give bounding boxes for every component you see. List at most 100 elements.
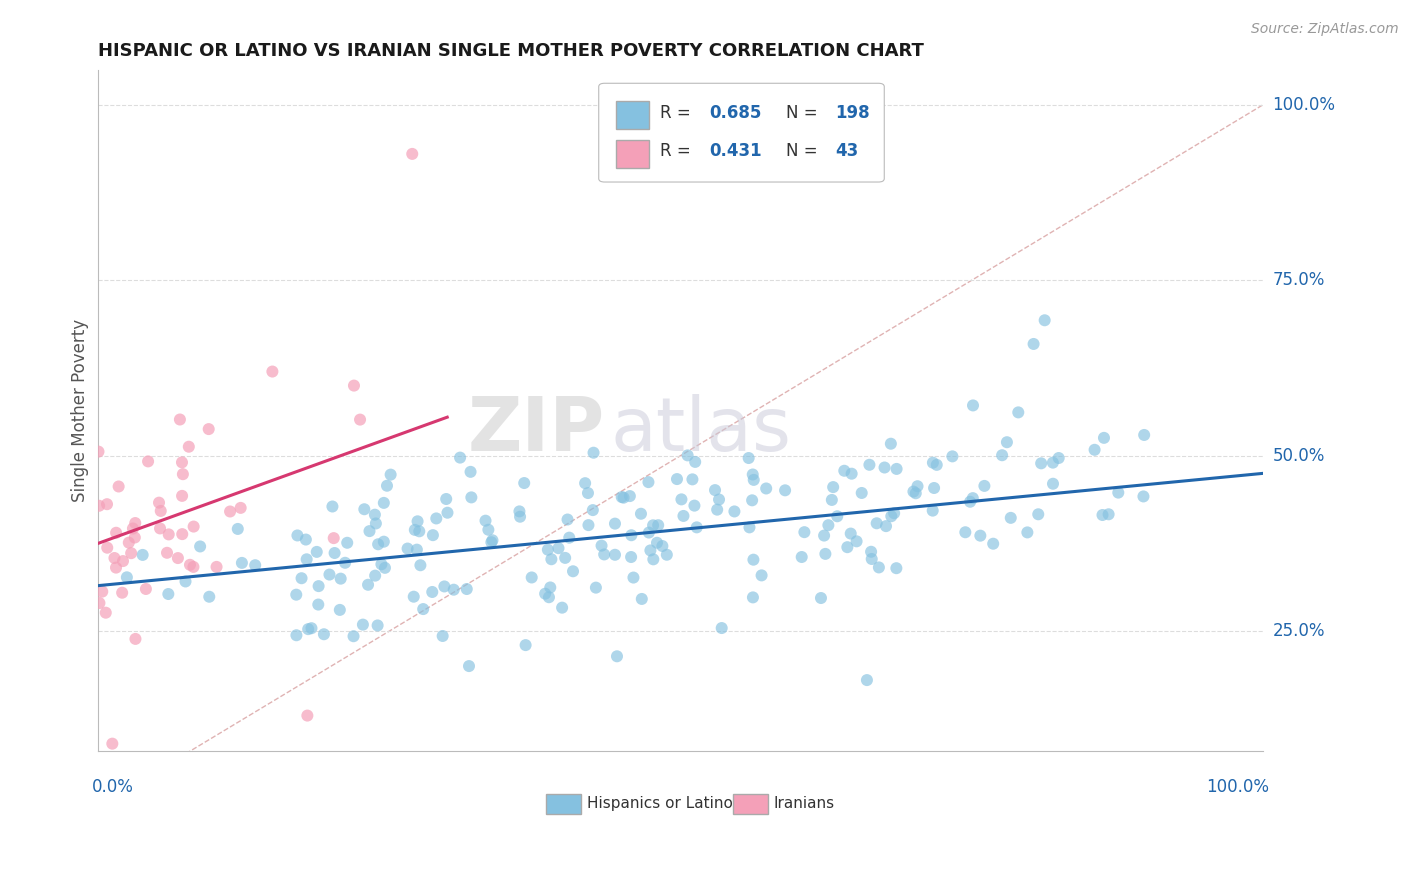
Point [821,492,844,507]
Point [297,622,319,636]
Point [179,558,201,572]
Point [375,479,398,493]
Point [676,449,699,463]
Point [183,519,205,533]
Point [810,591,832,605]
Point [991,448,1014,462]
Point [817,518,839,533]
Point [226,522,249,536]
Point [647,518,669,533]
Point [318,567,340,582]
Point [172,467,194,482]
Point [285,588,308,602]
Point [170,455,193,469]
Point [922,481,945,495]
Point [460,491,482,505]
Point [742,552,765,566]
Point [343,378,366,392]
Point [742,473,765,487]
Text: 0.431: 0.431 [710,143,762,161]
Point [290,571,312,585]
Point [295,533,318,547]
Point [683,455,706,469]
Point [860,552,883,566]
Point [157,587,180,601]
Point [157,527,180,541]
Point [1084,442,1107,457]
Point [231,556,253,570]
Text: R =: R = [661,103,696,121]
Point [177,440,200,454]
Point [1133,428,1156,442]
Point [245,558,267,573]
Point [364,516,387,531]
Point [710,621,733,635]
Point [287,528,309,542]
Point [96,541,118,555]
Point [420,585,443,599]
Point [183,560,205,574]
Point [576,486,599,500]
Point [1091,508,1114,522]
Text: N =: N = [786,143,824,161]
Point [973,479,995,493]
Point [149,521,172,535]
Point [558,531,581,545]
Point [643,552,665,566]
Point [751,568,773,582]
Point [1042,476,1064,491]
Point [458,659,481,673]
Point [124,531,146,545]
Point [995,435,1018,450]
FancyBboxPatch shape [599,83,884,182]
Point [456,582,478,596]
FancyBboxPatch shape [733,794,768,814]
Point [205,560,228,574]
Point [94,606,117,620]
Point [174,574,197,589]
Point [305,545,328,559]
Point [105,525,128,540]
Text: HISPANIC OR LATINO VS IRANIAN SINGLE MOTHER POVERTY CORRELATION CHART: HISPANIC OR LATINO VS IRANIAN SINGLE MOT… [97,42,924,60]
Point [425,511,447,525]
Text: 75.0%: 75.0% [1272,271,1324,289]
Point [508,504,530,518]
Point [172,489,194,503]
Point [540,552,562,566]
Point [105,560,128,574]
Text: 50.0%: 50.0% [1272,447,1324,465]
Text: 0.0%: 0.0% [91,778,134,796]
Point [641,518,664,533]
Point [823,480,845,494]
Point [1092,431,1115,445]
Point [593,548,616,562]
Point [723,504,745,518]
Point [655,548,678,562]
Point [401,147,423,161]
Point [359,524,381,538]
Point [336,535,359,549]
Point [623,570,645,584]
Point [925,458,948,472]
Point [370,558,392,572]
Point [962,491,984,505]
Point [981,537,1004,551]
Point [562,564,585,578]
Point [374,561,396,575]
Point [353,502,375,516]
Point [131,548,153,562]
Point [1026,508,1049,522]
FancyBboxPatch shape [616,140,648,168]
Text: Source: ZipAtlas.com: Source: ZipAtlas.com [1251,22,1399,37]
Point [219,504,242,518]
Point [837,540,859,554]
Point [323,546,346,560]
Point [87,444,110,458]
Point [122,521,145,535]
Point [412,602,434,616]
Point [880,436,903,450]
Point [367,618,389,632]
Point [432,629,454,643]
Point [603,548,626,562]
Point [686,520,709,534]
